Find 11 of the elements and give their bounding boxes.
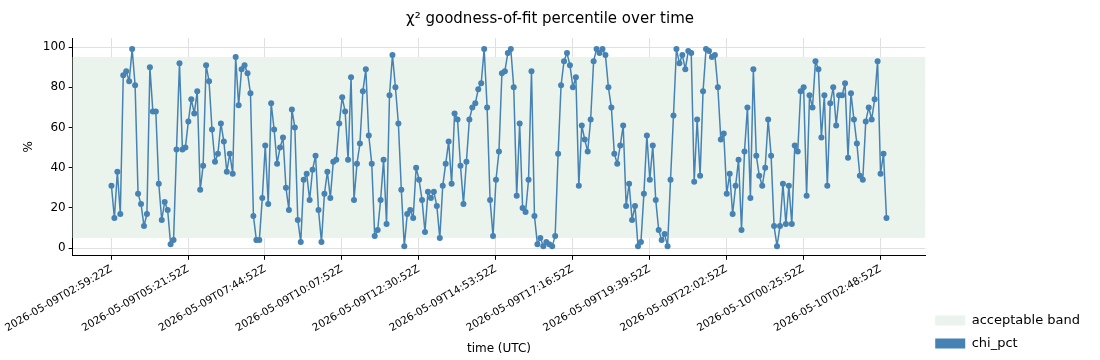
y-tick-label: 20 <box>50 200 66 215</box>
legend-label: chi_pct <box>971 334 1018 350</box>
y-tick-label: 0 <box>58 240 66 255</box>
y-tick-label: 40 <box>50 159 66 174</box>
legend-label: acceptable band <box>971 311 1080 327</box>
y-tick-label: 80 <box>50 79 66 94</box>
x-axis-title: time (UTC) <box>466 340 531 355</box>
y-tick-label: 100 <box>42 39 66 54</box>
chart-title: χ² goodness-of-fit percentile over time <box>406 8 694 27</box>
y-tick-label: 60 <box>50 119 66 134</box>
y-axis-title: % <box>20 141 35 153</box>
